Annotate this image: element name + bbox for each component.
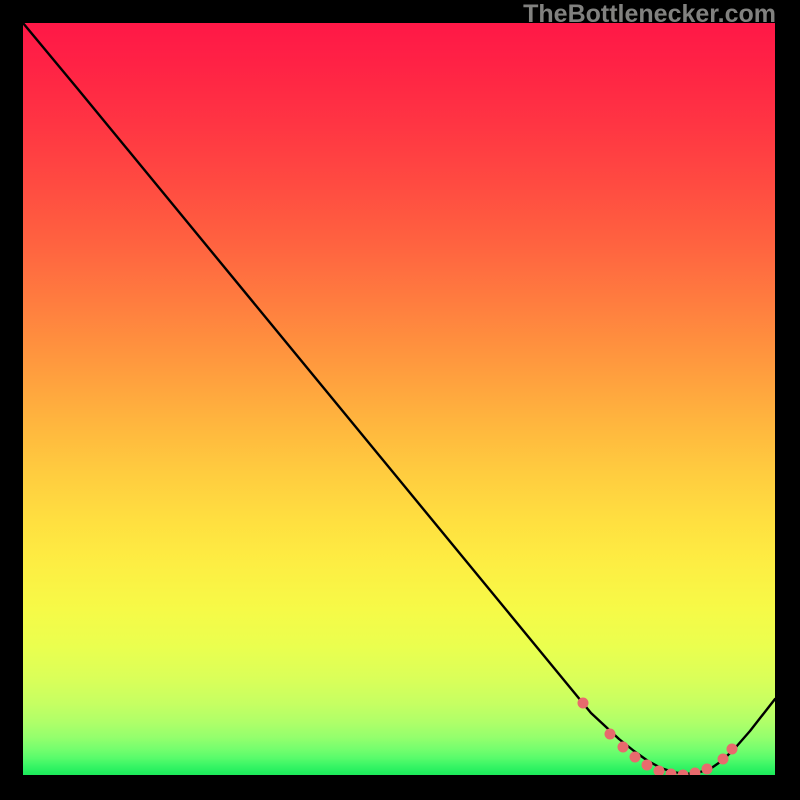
curve-marker	[618, 742, 629, 753]
bottleneck-curve	[23, 23, 775, 774]
curve-markers	[578, 698, 738, 776]
watermark-text: TheBottlenecker.com	[523, 0, 776, 29]
curve-marker	[605, 729, 616, 740]
chart-plot-area	[23, 23, 775, 775]
curve-marker	[642, 760, 653, 771]
curve-marker	[678, 770, 689, 776]
frame-left	[0, 0, 23, 800]
curve-marker	[727, 744, 738, 755]
curve-marker	[654, 766, 665, 776]
frame-bottom	[0, 775, 800, 800]
curve-marker	[630, 752, 641, 763]
curve-marker	[690, 768, 701, 776]
chart-svg-layer	[23, 23, 775, 775]
curve-marker	[702, 764, 713, 775]
curve-marker	[578, 698, 589, 709]
frame-right	[775, 0, 800, 800]
curve-marker	[718, 754, 729, 765]
